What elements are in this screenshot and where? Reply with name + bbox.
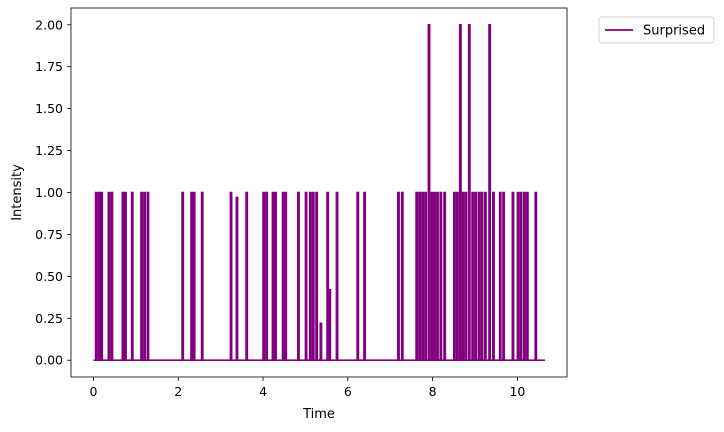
y-tick-label: 1.50 [35, 101, 63, 116]
y-tick-label: 2.00 [35, 17, 63, 32]
y-axis-ticks: 0.00 0.25 0.50 0.75 1.00 1.25 1.50 1.75 2.00 [35, 17, 71, 368]
legend-box [598, 16, 715, 44]
y-tick-label: 1.00 [35, 185, 63, 200]
x-tick-label: 4 [259, 384, 267, 399]
y-tick-label: 1.25 [35, 143, 63, 158]
plot-series [93, 23, 545, 362]
x-tick-label: 6 [344, 384, 352, 399]
x-tick-label: 8 [429, 384, 437, 399]
x-tick-label: 10 [509, 384, 525, 399]
y-axis-label: Intensity [10, 164, 25, 221]
y-tick-label: 1.75 [35, 59, 63, 74]
legend: Surprised [598, 16, 715, 44]
x-axis-ticks: 0 2 4 6 8 10 [89, 377, 525, 399]
series-line-surprised [93, 23, 545, 362]
x-tick-label: 2 [174, 384, 182, 399]
y-tick-label: 0.50 [35, 269, 63, 284]
x-axis-label: Time [302, 407, 335, 422]
x-tick-label: 0 [89, 384, 97, 399]
legend-label-surprised: Surprised [643, 24, 705, 39]
y-tick-label: 0.25 [35, 311, 63, 326]
y-tick-label: 0.75 [35, 227, 63, 242]
y-tick-label: 0.00 [35, 353, 63, 368]
